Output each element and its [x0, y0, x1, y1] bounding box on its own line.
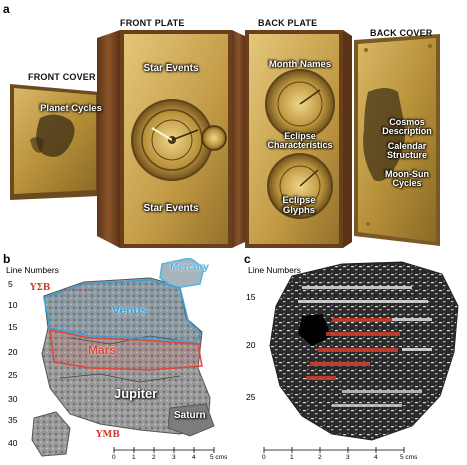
- front-plate-label-bottom: Star Events: [143, 203, 199, 214]
- panel-b-scale-4: 4: [192, 454, 196, 461]
- panel-c-scale-5: 5 cms: [400, 454, 418, 461]
- panel-a-illustration: [10, 30, 440, 248]
- panel-b-line-40: 40: [8, 438, 18, 448]
- panel-c-line-20: 20: [246, 340, 256, 350]
- planet-jupiter: Jupiter: [114, 386, 158, 401]
- planet-mars: Mars: [88, 343, 117, 357]
- planet-mercury: Mercury: [170, 262, 209, 273]
- panel-b-line-30: 30: [8, 394, 18, 404]
- panel-a-letter: a: [3, 2, 10, 16]
- back-cover: [354, 34, 440, 246]
- panel-c-scale-2: 2: [318, 454, 322, 461]
- panel-c-scale-1: 1: [290, 454, 294, 461]
- front-cover-header: FRONT COVER: [28, 72, 96, 82]
- panel-b-scale-2: 2: [152, 454, 156, 461]
- panel-b-line-15: 15: [8, 322, 18, 332]
- back-cover-label-calendar: Calendar Structure: [386, 141, 427, 161]
- panel-b-line-20: 20: [8, 347, 18, 357]
- panel-c-scale-3: 3: [346, 454, 350, 461]
- front-cover-label: Planet Cycles: [40, 103, 102, 114]
- panel-c-line-numbers-title: Line Numbers: [248, 265, 301, 275]
- panel-c-line-25: 25: [246, 392, 256, 402]
- back-cover-header: BACK COVER: [370, 28, 433, 38]
- panel-b-line-25: 25: [8, 370, 18, 380]
- panel-b-scale-0: 0: [112, 454, 116, 461]
- back-plate-label-mid: Eclipse Characteristics: [267, 131, 333, 151]
- panel-c-letter: c: [244, 252, 251, 266]
- planet-venus: Venus: [112, 303, 148, 317]
- back-plate-label-top: Month Names: [268, 59, 332, 70]
- panel-c-scale-4: 4: [374, 454, 378, 461]
- back-cover-label-moonsun: Moon-Sun Cycles: [385, 169, 429, 189]
- back-cover-label-cosmos: Cosmos Description: [382, 117, 432, 137]
- panel-b-scale-bar: [113, 447, 215, 453]
- panel-c-fragment: [269, 261, 459, 441]
- panel-c-scale-bar: [263, 447, 405, 453]
- back-plate-label-bottom: Eclipse Glyphs: [282, 195, 316, 216]
- back-plate: [232, 30, 352, 248]
- glyph-bottom: ΥΜΒ: [96, 430, 120, 440]
- panel-b-fragment: [31, 258, 215, 457]
- front-plate: [97, 30, 242, 248]
- panel-b-scale-1: 1: [132, 454, 136, 461]
- panel-b-line-10: 10: [8, 300, 18, 310]
- glyph-top: ΥΣΒ: [30, 283, 51, 293]
- panel-b-line-35: 35: [8, 415, 18, 425]
- front-plate-header: FRONT PLATE: [120, 18, 185, 28]
- panel-b-scale-5: 5 cms: [210, 454, 228, 461]
- planet-saturn: Saturn: [174, 410, 206, 421]
- panel-b-scale-3: 3: [172, 454, 176, 461]
- front-cover: [10, 84, 100, 200]
- back-plate-header: BACK PLATE: [258, 18, 318, 28]
- panel-b-letter: b: [3, 252, 11, 266]
- panel-c-line-15: 15: [246, 292, 256, 302]
- panel-c-scale-0: 0: [262, 454, 266, 461]
- panel-b-line-5: 5: [8, 279, 13, 289]
- panel-b-line-numbers-title: Line Numbers: [6, 265, 59, 275]
- front-plate-label-top: Star Events: [143, 63, 199, 74]
